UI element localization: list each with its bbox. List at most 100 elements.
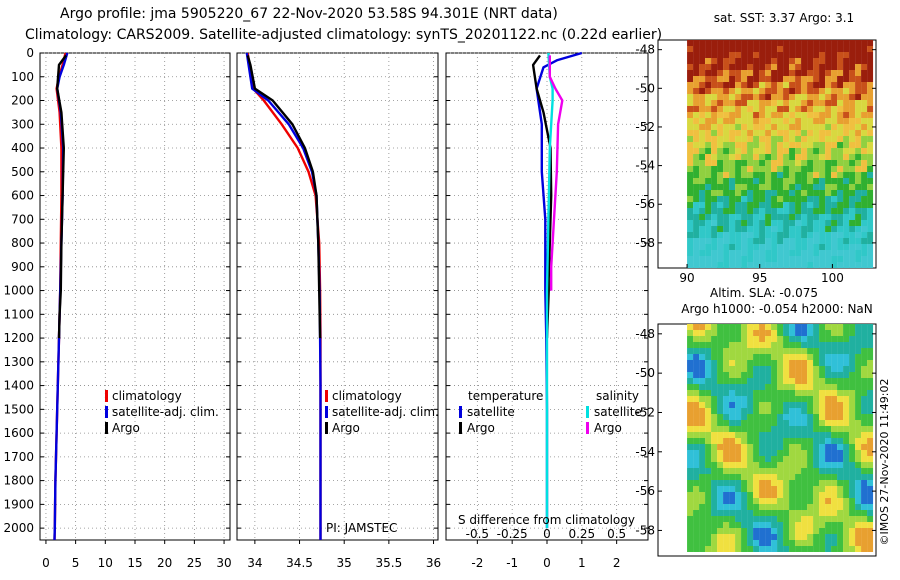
map-cell xyxy=(777,154,784,160)
map-cell xyxy=(759,342,766,348)
map-cell xyxy=(795,528,802,534)
map-cell xyxy=(699,220,706,226)
map-cell xyxy=(699,70,706,76)
map-cell xyxy=(687,64,694,70)
map-cell xyxy=(831,468,838,474)
map-cell xyxy=(807,142,814,148)
map-cell xyxy=(699,88,706,94)
map-cell xyxy=(837,94,844,100)
y-tick-label: 1100 xyxy=(3,307,34,321)
map-cell xyxy=(741,76,748,82)
map-cell xyxy=(759,486,766,492)
map-cell xyxy=(777,190,784,196)
map-cell xyxy=(759,208,766,214)
map-cell xyxy=(777,136,784,142)
map-cell xyxy=(807,444,814,450)
map-cell xyxy=(723,58,730,64)
map-cell xyxy=(759,238,766,244)
map-cell xyxy=(717,244,724,250)
map-cell xyxy=(747,154,754,160)
map-cell xyxy=(753,498,760,504)
map-y-tick-label: -52 xyxy=(635,405,655,419)
map-cell xyxy=(783,64,790,70)
map-cell xyxy=(855,256,862,262)
y-tick-label: 1500 xyxy=(3,402,34,416)
map-cell xyxy=(717,70,724,76)
map-cell xyxy=(729,220,736,226)
map-cell xyxy=(705,516,712,522)
map-cell xyxy=(861,534,868,540)
map-cell xyxy=(825,58,832,64)
map-cell xyxy=(843,40,850,46)
map-cell xyxy=(849,40,856,46)
map-cell xyxy=(801,492,808,498)
map-cell xyxy=(807,540,814,546)
map-cell xyxy=(705,336,712,342)
map-cell xyxy=(747,112,754,118)
map-cell xyxy=(735,106,742,112)
map-cell xyxy=(801,226,808,232)
map-cell xyxy=(735,70,742,76)
map-cell xyxy=(765,94,772,100)
map-cell xyxy=(711,166,718,172)
map-cell xyxy=(831,348,838,354)
map-cell xyxy=(771,372,778,378)
map-cell xyxy=(867,546,874,552)
map-cell xyxy=(735,184,742,190)
map-cell xyxy=(687,232,694,238)
map-cell xyxy=(723,202,730,208)
map-cell xyxy=(813,244,820,250)
map-cell xyxy=(855,136,862,142)
map-cell xyxy=(801,342,808,348)
map-cell xyxy=(849,52,856,58)
map-cell xyxy=(771,348,778,354)
map-cell xyxy=(753,510,760,516)
map-cell xyxy=(813,52,820,58)
map-cell xyxy=(729,202,736,208)
map-cell xyxy=(831,324,838,330)
map-cell xyxy=(687,498,694,504)
map-cell xyxy=(843,348,850,354)
map-cell xyxy=(699,432,706,438)
map-y-tick-label: -54 xyxy=(635,159,655,173)
map-cell xyxy=(843,226,850,232)
map-cell xyxy=(741,462,748,468)
map-cell xyxy=(687,330,694,336)
map-cell xyxy=(825,504,832,510)
map-cell xyxy=(759,348,766,354)
map-cell xyxy=(705,238,712,244)
map-cell xyxy=(795,534,802,540)
map-cell xyxy=(861,178,868,184)
map-cell xyxy=(867,390,874,396)
map-cell xyxy=(783,420,790,426)
map-cell xyxy=(783,360,790,366)
map-cell xyxy=(837,414,844,420)
map-cell xyxy=(819,226,826,232)
map-cell xyxy=(771,172,778,178)
map-cell xyxy=(729,498,736,504)
map-cell xyxy=(723,208,730,214)
map-cell xyxy=(861,88,868,94)
map-cell xyxy=(723,390,730,396)
map-cell xyxy=(705,414,712,420)
legend-label: satellite-adj. clim. xyxy=(332,405,439,419)
map-cell xyxy=(837,468,844,474)
map-y-tick-label: -56 xyxy=(635,197,655,211)
map-cell xyxy=(753,426,760,432)
map-cell xyxy=(705,528,712,534)
map-cell xyxy=(759,160,766,166)
figure-title-line-1: Argo profile: jma 5905220_67 22-Nov-2020… xyxy=(60,6,558,22)
map-cell xyxy=(711,46,718,52)
map-cell xyxy=(753,486,760,492)
map-cell xyxy=(813,136,820,142)
map-cell xyxy=(843,432,850,438)
map-cell xyxy=(855,46,862,52)
map-cell xyxy=(861,82,868,88)
map-cell xyxy=(723,384,730,390)
map-cell xyxy=(777,40,784,46)
map-cell xyxy=(717,214,724,220)
map-cell xyxy=(717,498,724,504)
map-cell xyxy=(831,336,838,342)
y-tick-label: 700 xyxy=(11,212,34,226)
